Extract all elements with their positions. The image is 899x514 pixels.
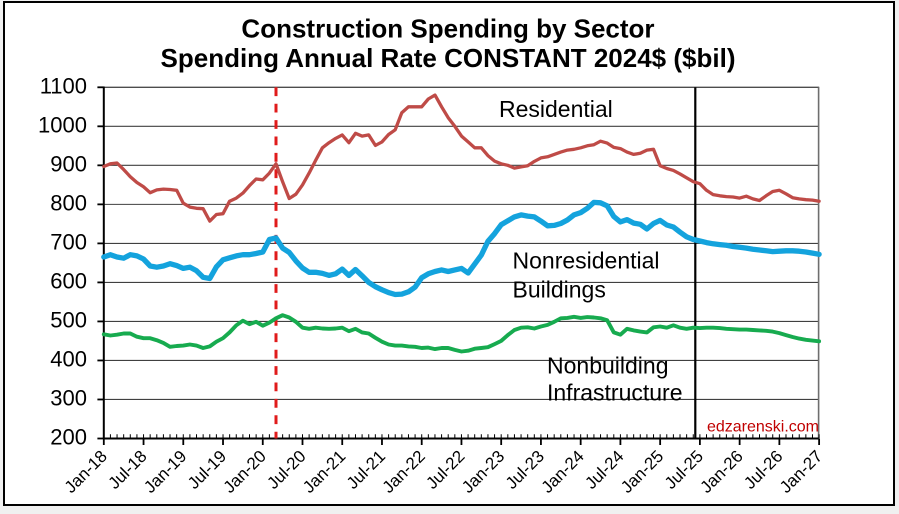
svg-text:Spending Annual Rate CONSTANT: Spending Annual Rate CONSTANT 2024$ ($bi…: [161, 43, 736, 73]
svg-text:Nonresidential: Nonresidential: [513, 248, 660, 274]
svg-text:600: 600: [50, 269, 87, 294]
svg-text:Infrastructure: Infrastructure: [547, 379, 683, 405]
svg-text:Residential: Residential: [499, 96, 613, 122]
svg-text:300: 300: [50, 386, 87, 411]
svg-text:1100: 1100: [40, 74, 87, 99]
svg-text:1000: 1000: [38, 113, 87, 138]
svg-text:800: 800: [50, 191, 87, 216]
svg-text:Construction Spending by Secto: Construction Spending by Sector: [241, 14, 654, 44]
svg-text:700: 700: [50, 230, 87, 255]
svg-text:200: 200: [50, 425, 87, 450]
svg-text:Nonbuilding: Nonbuilding: [547, 353, 668, 379]
svg-text:900: 900: [50, 152, 87, 177]
svg-text:500: 500: [50, 308, 87, 333]
svg-text:edzarenski.com: edzarenski.com: [707, 419, 819, 436]
svg-text:Buildings: Buildings: [513, 277, 606, 303]
svg-text:400: 400: [50, 347, 87, 372]
